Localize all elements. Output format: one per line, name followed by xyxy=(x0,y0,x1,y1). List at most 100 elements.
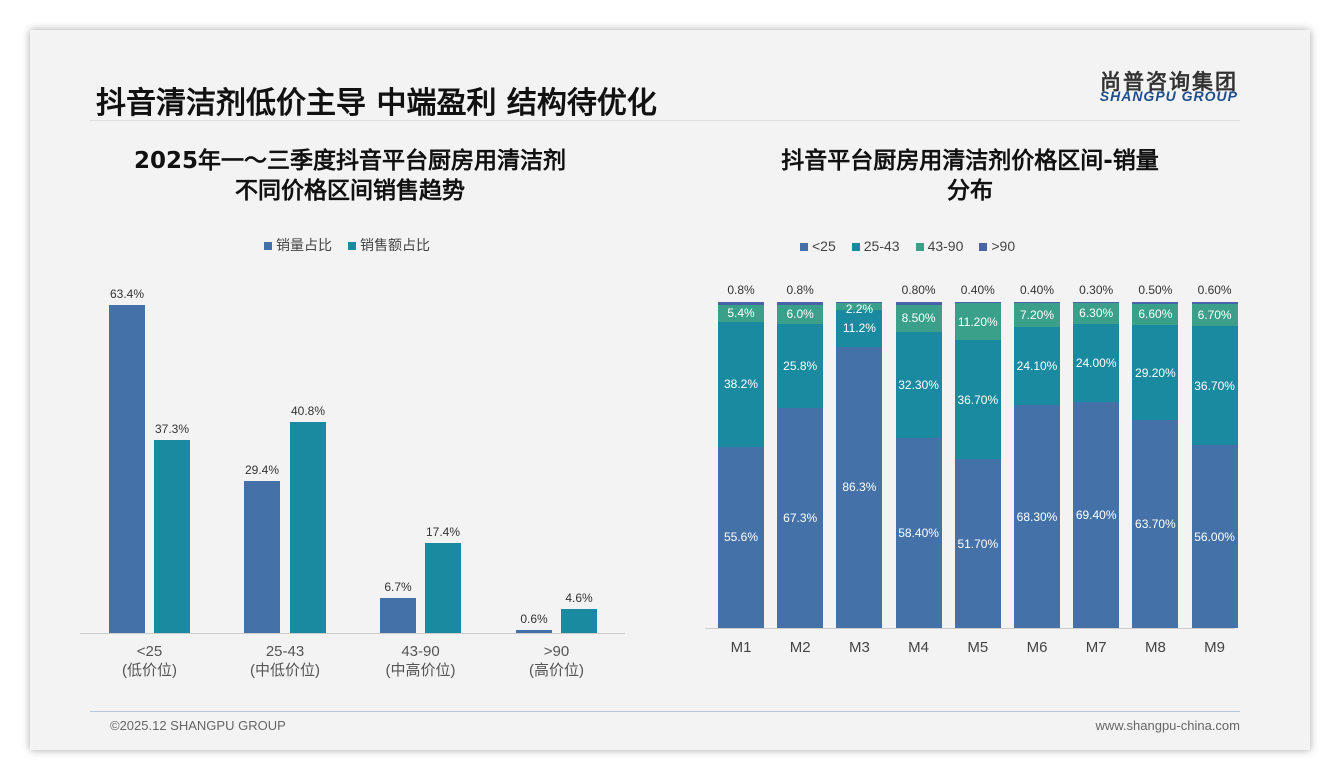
bar-segment xyxy=(954,339,1001,460)
category-label: >90 xyxy=(543,643,570,660)
bar-segment xyxy=(1132,420,1179,628)
legend-item: 销售额占比 xyxy=(348,235,430,255)
legend-label: 43-90 xyxy=(927,238,964,254)
category-label: M1 xyxy=(730,639,752,656)
bar-segment xyxy=(954,302,1001,304)
category-label: M5 xyxy=(967,639,989,656)
right-chart-title-line1: 抖音平台厨房用清洁剂价格区间-销量 xyxy=(781,148,1159,174)
data-label: 0.8% xyxy=(727,283,755,297)
data-label: 38.2% xyxy=(723,377,759,392)
bar-segment xyxy=(895,332,942,438)
bar xyxy=(380,598,416,633)
data-label: 0.8% xyxy=(786,283,814,297)
category-label: M9 xyxy=(1204,639,1226,656)
left-chart-axis xyxy=(80,633,625,634)
bar-segment xyxy=(777,324,824,409)
logo-text-cn: 尚普咨询集团 xyxy=(1100,70,1238,94)
data-label: 7.20% xyxy=(1019,308,1055,323)
category-label: M4 xyxy=(908,639,930,656)
data-label: 24.00% xyxy=(1075,355,1117,370)
bar-segment xyxy=(1191,325,1238,446)
bar-segment xyxy=(895,437,942,628)
bar xyxy=(561,609,597,633)
bar-segment xyxy=(954,303,1001,340)
bar-segment xyxy=(718,302,764,305)
data-label: 6.60% xyxy=(1138,307,1173,322)
bar-segment xyxy=(836,310,883,347)
data-label: 0.40% xyxy=(960,283,995,297)
bar-segment xyxy=(1191,303,1238,326)
bar-segment xyxy=(1132,303,1179,326)
category-label: <25 xyxy=(136,643,163,660)
logo-text-en: SHANGPU GROUP xyxy=(1099,88,1238,104)
bar-segment xyxy=(836,346,883,628)
legend-label: >90 xyxy=(991,238,1016,254)
category-sublabel: (中高价位) xyxy=(385,662,456,679)
bar-segment xyxy=(1073,323,1120,402)
category-label: M6 xyxy=(1026,639,1048,656)
bar-segment xyxy=(895,304,942,333)
data-label: 6.0% xyxy=(786,307,814,322)
left-chart-legend: 销量占比 销售额占比 xyxy=(264,235,430,255)
bar-segment xyxy=(1191,302,1238,304)
data-label: 40.8% xyxy=(290,403,326,418)
bar-segment xyxy=(1014,326,1060,406)
right-chart-title: 抖音平台厨房用清洁剂价格区间-销量 分布 xyxy=(700,146,1240,206)
page-title: 抖音清洁剂低价主导 中端盈利 结构待优化 xyxy=(96,86,657,121)
data-label: 29.4% xyxy=(244,462,280,477)
bar-segment xyxy=(1073,401,1120,628)
bar-segment xyxy=(777,304,824,325)
data-label: 67.3% xyxy=(783,511,818,526)
bar-segment xyxy=(1132,325,1179,421)
data-label: 68.30% xyxy=(1016,509,1058,524)
bar-segment xyxy=(1014,303,1060,327)
legend-label: 25-43 xyxy=(863,238,900,254)
data-label: 5.4% xyxy=(727,306,755,321)
legend-label: <25 xyxy=(812,238,836,254)
data-label: 36.70% xyxy=(957,392,999,407)
bar-segment xyxy=(1014,405,1060,628)
footer-divider xyxy=(90,711,1240,712)
right-chart-axis xyxy=(705,628,1235,629)
data-label: 25.8% xyxy=(783,359,818,374)
data-label: 55.6% xyxy=(723,530,759,545)
footer-website[interactable]: www.shangpu-china.com xyxy=(1095,718,1240,733)
bar-segment xyxy=(718,446,764,628)
left-chart-title-line2: 不同价格区间销售趋势 xyxy=(235,178,465,204)
bar-segment xyxy=(718,304,764,323)
bar xyxy=(516,629,552,633)
data-label: 69.40% xyxy=(1075,507,1117,522)
category-sublabel: (高价位) xyxy=(529,662,584,679)
legend-item: 43-90 xyxy=(915,238,964,254)
data-label: 11.2% xyxy=(842,321,876,336)
data-label: 51.70% xyxy=(957,536,999,551)
slide: 抖音清洁剂低价主导 中端盈利 结构待优化 尚普咨询集团 SHANGPU GROU… xyxy=(30,30,1310,750)
data-label: 0.60% xyxy=(1197,283,1232,297)
bar xyxy=(425,542,461,633)
category-sublabel: (低价位) xyxy=(122,662,177,679)
data-label: 63.4% xyxy=(109,287,145,301)
bar-segment xyxy=(954,459,1001,628)
right-chart-legend: <25 25-43 43-90 >90 xyxy=(800,238,1015,254)
data-label: 29.20% xyxy=(1135,365,1176,380)
bar-segment xyxy=(1132,302,1179,304)
category-label: M3 xyxy=(848,639,870,656)
bar xyxy=(244,480,280,633)
legend-item: 25-43 xyxy=(851,238,900,254)
left-chart-title: 2025年一～三季度抖音平台厨房用清洁剂 不同价格区间销售趋势 xyxy=(80,146,620,206)
category-label: M8 xyxy=(1144,639,1166,656)
category-sublabel: (中低价位) xyxy=(250,662,320,679)
data-label: 37.3% xyxy=(154,422,190,437)
footer-copyright: ©2025.12 SHANGPU GROUP xyxy=(110,718,286,733)
legend-item: <25 xyxy=(800,238,836,254)
data-label: 36.70% xyxy=(1194,378,1235,393)
data-label: 0.30% xyxy=(1079,283,1114,297)
data-label: 2.2% xyxy=(845,301,874,316)
legend-label: 销量占比 xyxy=(276,237,332,253)
data-label: 63.70% xyxy=(1135,517,1176,532)
bar xyxy=(109,305,145,633)
bar xyxy=(290,421,326,633)
data-label: 6.7% xyxy=(384,580,412,595)
right-chart-title-line2: 分布 xyxy=(947,178,993,204)
data-label: 8.50% xyxy=(901,311,936,326)
